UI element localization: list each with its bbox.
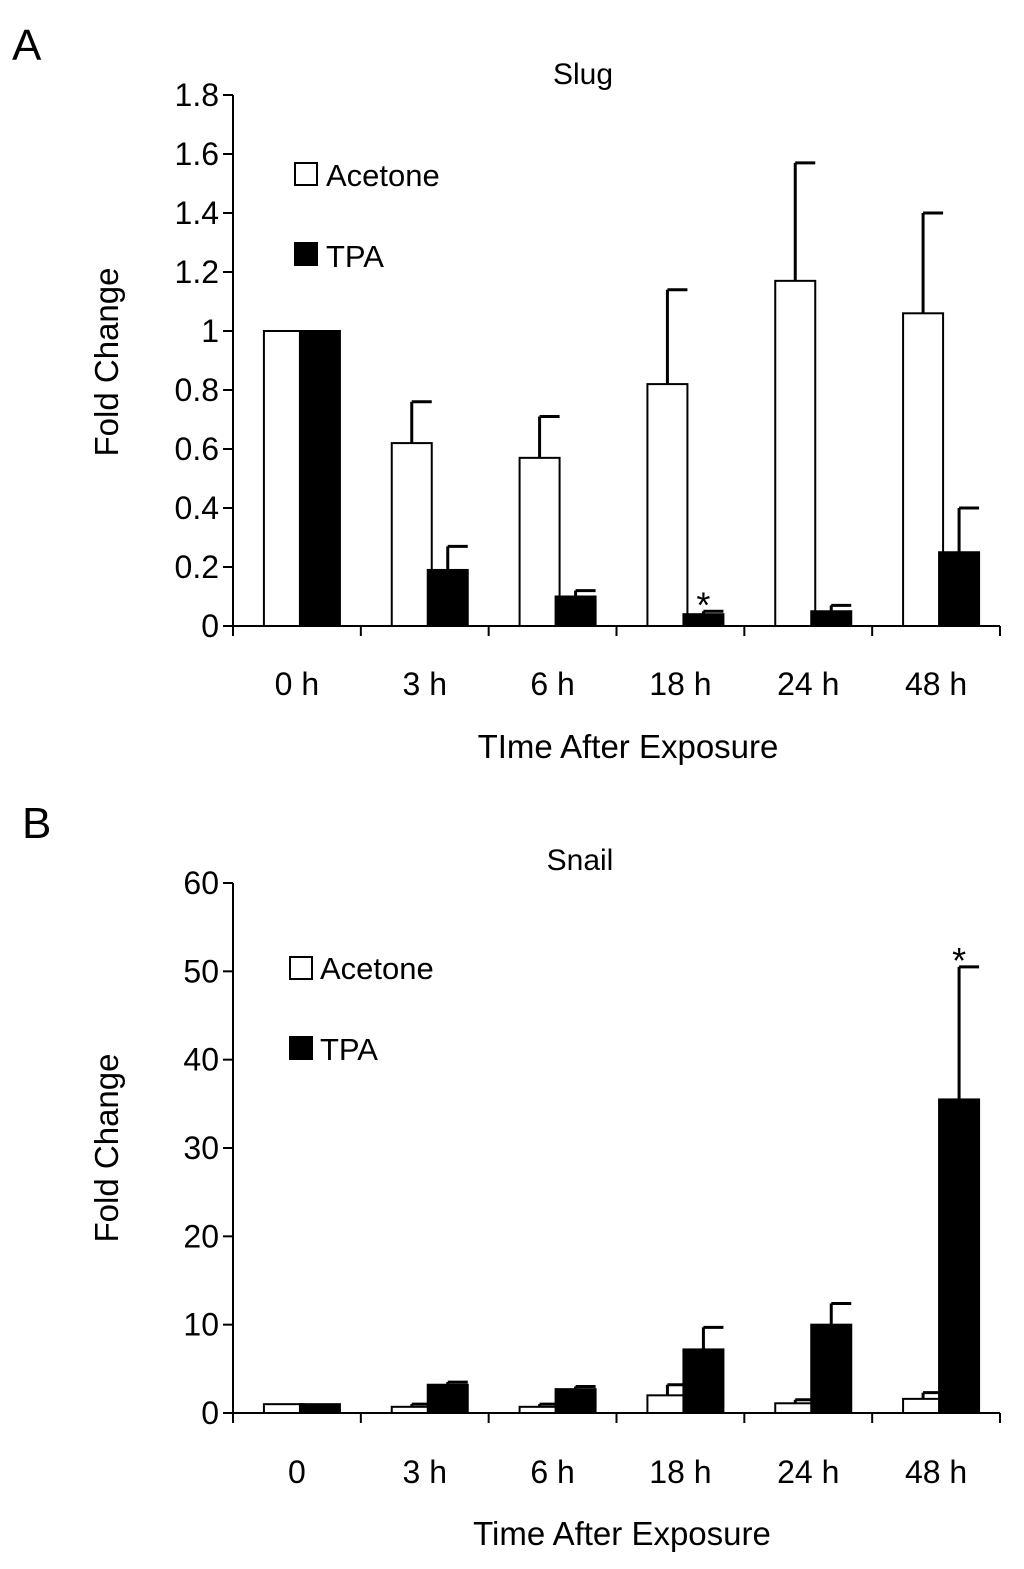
legend-swatch-tpa <box>289 1036 313 1060</box>
legend: Acetone TPA <box>289 951 434 1067</box>
bar <box>646 1394 689 1415</box>
bars <box>262 161 981 628</box>
legend-label-acetone: Acetone <box>320 951 434 986</box>
bar <box>810 1323 853 1414</box>
bar <box>938 551 981 627</box>
y-tick-label: 0 <box>201 608 219 644</box>
x-tick-label: 18 h <box>649 666 711 702</box>
bar <box>426 568 469 628</box>
x-tick-label: 18 h <box>649 1454 711 1490</box>
bar <box>646 383 689 627</box>
significance-marker: * <box>696 584 710 625</box>
y-tick-label: 40 <box>183 1042 219 1078</box>
y-tick-label: 20 <box>183 1218 219 1254</box>
bar <box>426 1383 469 1414</box>
bar <box>774 279 817 627</box>
bar <box>902 1397 945 1415</box>
panel-b-snail: B Snail 0 10 20 30 40 50 60 0 3 h 6 h 18 h 24 h 48 … <box>22 799 1001 1552</box>
chart-title: Snail <box>547 844 614 877</box>
x-axis-label: TIme After Exposure <box>478 728 779 765</box>
annotations: * <box>696 584 710 625</box>
x-tick-label: 6 h <box>530 666 574 702</box>
legend-label-acetone: Acetone <box>326 158 440 193</box>
x-axis: 0 3 h 6 h 18 h 24 h 48 h <box>232 1412 1001 1490</box>
panel-b-letter: B <box>22 799 51 848</box>
x-tick-label: 3 h <box>403 1454 447 1490</box>
legend-swatch-acetone <box>289 956 313 980</box>
x-tick-label: 0 <box>288 1454 306 1490</box>
bar <box>262 330 305 627</box>
significance-marker: * <box>952 940 966 981</box>
bar <box>390 442 433 627</box>
y-axis-label: Fold Change <box>88 268 125 457</box>
bar <box>298 330 341 627</box>
y-axis: 0 10 20 30 40 50 60 <box>183 865 234 1431</box>
bar <box>298 1403 341 1414</box>
x-tick-label: 48 h <box>905 666 967 702</box>
legend: Acetone TPA <box>294 158 440 274</box>
y-axis-label: Fold Change <box>88 1054 125 1243</box>
y-tick-label: 1 <box>201 313 219 349</box>
bar <box>774 1402 817 1414</box>
x-tick-label: 3 h <box>403 666 447 702</box>
chart-title: Slug <box>553 58 613 91</box>
x-tick-label: 6 h <box>530 1454 574 1490</box>
y-tick-label: 1.6 <box>175 136 219 172</box>
y-tick-label: 50 <box>183 953 219 989</box>
y-tick-label: 1.4 <box>175 195 219 231</box>
y-tick-label: 30 <box>183 1130 219 1166</box>
bar <box>262 1403 305 1414</box>
bar <box>938 1098 981 1414</box>
x-axis: 0 h 3 h 6 h 18 h 24 h 48 h <box>232 625 1001 702</box>
y-tick-label: 1.2 <box>175 254 219 290</box>
legend-label-tpa: TPA <box>326 239 384 274</box>
x-tick-label: 24 h <box>777 666 839 702</box>
bar <box>682 1348 725 1415</box>
y-tick-label: 0.8 <box>175 372 219 408</box>
x-tick-label: 0 h <box>275 666 319 702</box>
x-tick-label: 48 h <box>905 1454 967 1490</box>
x-tick-label: 24 h <box>777 1454 839 1490</box>
legend-swatch-tpa <box>294 242 318 266</box>
bar <box>810 610 853 627</box>
y-tick-label: 1.8 <box>175 77 219 113</box>
panel-a-slug: A Slug 0 0.2 0.4 0.6 0.8 1 1.2 1.4 1.6 1.8 0 h 3 h… <box>12 21 1001 765</box>
bar <box>554 1388 597 1415</box>
y-tick-label: 60 <box>183 865 219 901</box>
y-tick-label: 0.4 <box>175 490 219 526</box>
panel-a-letter: A <box>12 21 42 70</box>
y-axis: 0 0.2 0.4 0.6 0.8 1 1.2 1.4 1.6 1.8 <box>175 77 234 644</box>
y-tick-label: 0.2 <box>175 549 219 585</box>
x-axis-label: Time After Exposure <box>473 1515 771 1552</box>
bar <box>902 312 945 627</box>
bar <box>554 595 597 627</box>
legend-swatch-acetone <box>294 162 318 186</box>
y-tick-label: 0.6 <box>175 431 219 467</box>
y-tick-label: 10 <box>183 1307 219 1343</box>
bar <box>518 456 561 627</box>
annotations: * <box>952 940 966 981</box>
y-tick-label: 0 <box>201 1395 219 1431</box>
legend-label-tpa: TPA <box>320 1032 378 1067</box>
